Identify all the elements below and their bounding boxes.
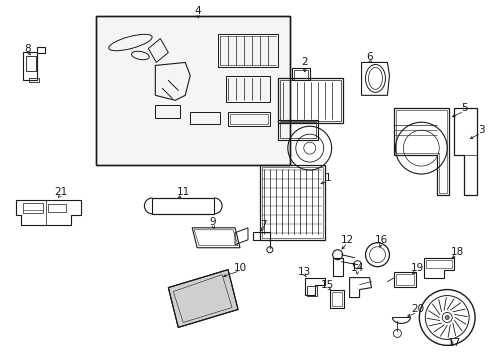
- Bar: [48, 204, 65, 212]
- Bar: [227, 112, 269, 126]
- Bar: [26, 57, 36, 71]
- Bar: [95, 15, 289, 165]
- Bar: [277, 78, 342, 123]
- Text: 11: 11: [176, 187, 189, 197]
- Bar: [426, 260, 451, 268]
- Bar: [95, 15, 289, 165]
- Text: 17: 17: [447, 338, 460, 348]
- Text: 18: 18: [449, 247, 463, 257]
- Bar: [331, 292, 341, 306]
- Text: 4: 4: [195, 6, 201, 15]
- Text: 6: 6: [366, 53, 372, 63]
- Bar: [396, 274, 413, 285]
- Bar: [262, 167, 322, 238]
- Bar: [279, 122, 315, 138]
- Text: 3: 3: [477, 125, 484, 135]
- Text: 2: 2: [301, 58, 307, 67]
- Bar: [152, 198, 214, 214]
- Text: 10: 10: [233, 263, 246, 273]
- Text: 21: 21: [54, 187, 67, 197]
- Text: 12: 12: [340, 235, 353, 245]
- Text: 5: 5: [460, 103, 467, 113]
- Text: 19: 19: [410, 263, 423, 273]
- Text: 8: 8: [24, 44, 31, 54]
- Bar: [190, 112, 220, 124]
- Bar: [306, 285, 316, 296]
- Bar: [23, 203, 42, 213]
- Bar: [260, 165, 324, 240]
- Text: 13: 13: [298, 267, 311, 276]
- Bar: [279, 80, 340, 121]
- Bar: [291, 68, 309, 80]
- Text: 16: 16: [374, 235, 387, 245]
- Bar: [293, 71, 307, 80]
- Text: 15: 15: [321, 280, 334, 289]
- Bar: [394, 272, 415, 287]
- Text: 1: 1: [324, 173, 330, 183]
- Circle shape: [444, 315, 448, 319]
- Text: 14: 14: [350, 263, 364, 273]
- Bar: [277, 120, 317, 140]
- Bar: [332, 258, 342, 276]
- Text: 7: 7: [259, 220, 265, 230]
- Bar: [329, 289, 343, 307]
- Polygon shape: [168, 270, 238, 328]
- Text: 20: 20: [410, 305, 423, 315]
- Text: 9: 9: [209, 217, 216, 227]
- Bar: [229, 114, 267, 124]
